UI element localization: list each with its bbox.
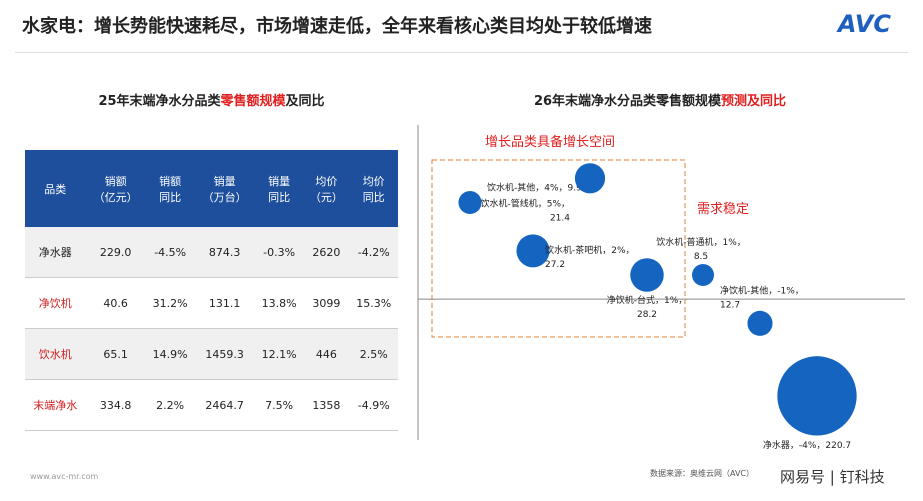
title-part: 及同比 xyxy=(285,94,325,109)
bubble-label: 净饮机-其他，-1%， xyxy=(720,284,804,296)
bubble xyxy=(777,356,857,436)
table-cell: 15.3% xyxy=(349,277,398,329)
bubble xyxy=(747,310,773,336)
table-cell: 334.8 xyxy=(85,379,146,431)
header-line: （亿元） xyxy=(93,190,138,204)
table-cell: 净水器 xyxy=(25,227,86,278)
header-line: 销额 xyxy=(104,174,127,188)
divider xyxy=(15,52,908,53)
table-cell: 1358 xyxy=(303,379,350,431)
title-part: 预测及同比 xyxy=(721,94,787,109)
column-header: 销量 （万台） xyxy=(194,150,255,227)
table-cell: 131.1 xyxy=(194,277,255,329)
header-line: 品类 xyxy=(44,182,67,196)
table-cell: 874.3 xyxy=(194,227,255,278)
table-cell: 229.0 xyxy=(85,227,146,278)
table-cell: 2.2% xyxy=(145,379,195,431)
header-line: 均价 xyxy=(315,174,338,188)
data-table: 品类 销额 （亿元） 销额 同比 销量 （万台） 销量 同比 均价 （元） 均价 同比 净水器 229.0-… xyxy=(25,150,398,431)
highlight-box xyxy=(431,159,686,338)
table-row: 饮水机 65.1 14.9% 1459.3 12.1% 446 2.5% xyxy=(25,328,398,380)
bubble-label: 21.4 xyxy=(550,213,570,223)
table-cell: 2.5% xyxy=(349,328,398,380)
table-cell: 12.1% xyxy=(254,328,304,380)
bubble xyxy=(574,163,606,194)
table-cell: 65.1 xyxy=(85,328,146,380)
bubble-label: 净饮机-台式，1%， xyxy=(607,294,688,306)
annotation: 需求稳定 xyxy=(697,201,749,217)
bubble-label: 净水器，-4%，220.7 xyxy=(763,439,851,451)
bubble xyxy=(458,190,482,215)
table-cell: 2464.7 xyxy=(194,379,255,431)
table-cell: 13.8% xyxy=(254,277,304,329)
header-line: 同比 xyxy=(362,190,385,204)
table-cell: 饮水机 xyxy=(25,328,86,380)
table-cell: 40.6 xyxy=(85,277,146,329)
title-part: 26年末端净水分品类零售额规模 xyxy=(533,94,722,109)
column-header: 品类 xyxy=(25,150,86,227)
table-cell: 末端净水 xyxy=(25,379,86,431)
chart-title: 26年末端净水分品类零售额规模预测及同比 xyxy=(410,90,910,109)
bubble xyxy=(630,258,664,292)
header-line: 销量 xyxy=(213,174,236,188)
bubble-label: 饮水机-茶吧机，2%， xyxy=(545,244,635,256)
table-cell: 净饮机 xyxy=(25,277,86,329)
column-header: 均价 同比 xyxy=(349,150,398,227)
header-line: （万台） xyxy=(202,190,247,204)
title-part: 零售额规模 xyxy=(220,94,286,109)
table-cell: 3099 xyxy=(303,277,350,329)
bubble xyxy=(692,264,714,286)
table-cell: -4.2% xyxy=(349,227,398,278)
header-line: 销量 xyxy=(268,174,291,188)
bubble-label: 饮水机-其他，4%，9.9 xyxy=(487,182,582,194)
url: www.avc-mr.com xyxy=(30,472,99,481)
table-cell: 7.5% xyxy=(254,379,304,431)
table-row: 净水器 229.0 -4.5% 874.3 -0.3% 2620 -4.2% xyxy=(25,227,398,278)
table-cell: 446 xyxy=(303,328,350,380)
header-line: 同比 xyxy=(159,190,182,204)
table-cell: -0.3% xyxy=(254,227,304,278)
table-row: 净饮机 40.6 31.2% 131.1 13.8% 3099 15.3% xyxy=(25,277,398,329)
page-title: 水家电：增长势能快速耗尽，市场增速走低，全年来看核心类目均处于较低增速 xyxy=(22,16,652,37)
bubble-label: 8.5 xyxy=(694,252,708,262)
table-cell: -4.5% xyxy=(145,227,195,278)
title-part: 25年末端净水分品类 xyxy=(98,94,221,109)
header-row: 品类 销额 （亿元） 销额 同比 销量 （万台） 销量 同比 均价 （元） 均价 同比 xyxy=(25,150,398,227)
table-cell: 14.9% xyxy=(145,328,195,380)
table-body: 净水器 229.0 -4.5% 874.3 -0.3% 2620 -4.2% 净饮机 40.6 3… xyxy=(25,227,398,431)
header-line: （元） xyxy=(309,190,343,204)
table-cell: 31.2% xyxy=(145,277,195,329)
column-header: 销额 同比 xyxy=(145,150,195,227)
header-line: 销额 xyxy=(159,174,182,188)
bubble-label: 28.2 xyxy=(637,310,657,320)
bubble-label: 12.7 xyxy=(720,300,740,310)
source-note: 数据来源：奥维云网（AVC） xyxy=(650,469,755,478)
table-cell: 1459.3 xyxy=(194,328,255,380)
table-cell: 2620 xyxy=(303,227,350,278)
column-header: 销量 同比 xyxy=(254,150,304,227)
bubble-label: 饮水机-管线机，5%， xyxy=(480,197,570,209)
annotation: 增长品类具备增长空间 xyxy=(485,134,615,150)
bubble xyxy=(516,234,550,268)
header-line: 同比 xyxy=(268,190,291,204)
column-header: 销额 （亿元） xyxy=(85,150,146,227)
column-header: 均价 （元） xyxy=(303,150,350,227)
table-row: 末端净水 334.8 2.2% 2464.7 7.5% 1358 -4.9% xyxy=(25,379,398,431)
bubble-label: 饮水机-普通机，1%， xyxy=(656,236,746,248)
table-title: 25年末端净水分品类零售额规模及同比 xyxy=(25,90,398,109)
logo: AVC xyxy=(837,10,891,38)
header-line: 均价 xyxy=(362,174,385,188)
bubble-label: 27.2 xyxy=(545,260,565,270)
table-cell: -4.9% xyxy=(349,379,398,431)
watermark: 网易号 | 钉科技 xyxy=(780,468,885,486)
